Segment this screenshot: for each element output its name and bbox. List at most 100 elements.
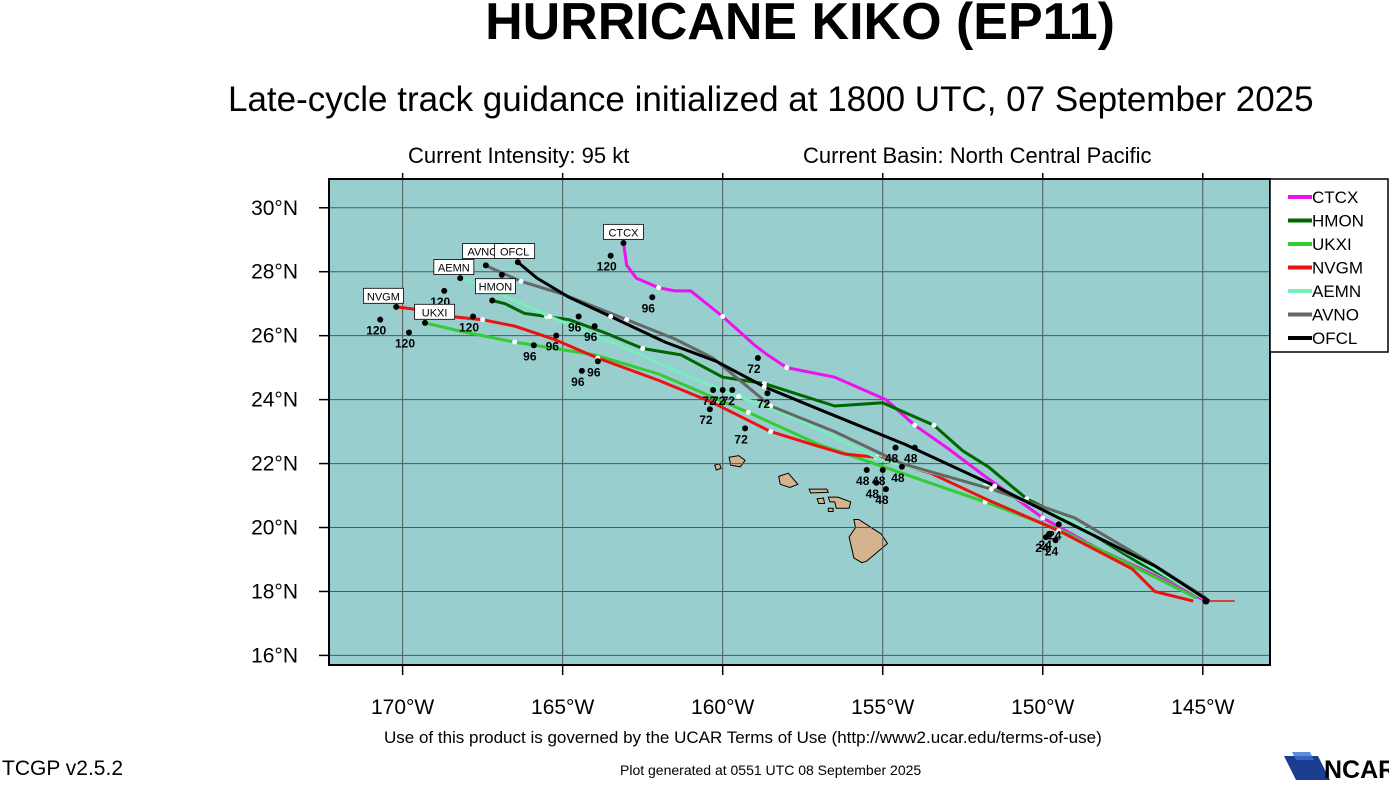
model-tag-box <box>414 303 456 320</box>
track-point <box>1040 515 1046 521</box>
tau-label: 72 <box>702 394 716 408</box>
track-end-point <box>620 239 627 246</box>
x-tick-label: 150°W <box>1011 696 1074 719</box>
tau-dot <box>607 252 614 259</box>
track-end-point <box>489 297 496 304</box>
tau-dot <box>1042 534 1049 541</box>
x-tick-label: 160°W <box>691 696 754 719</box>
axis-ticks: 170°W 165°W 160°W 155°W 150°W 145°W 16°N 18°N 20… <box>251 173 1235 719</box>
legend-label: AEMN <box>1312 282 1361 301</box>
track-point <box>720 313 726 319</box>
tau-label: 96 <box>584 330 598 344</box>
kahoolawe-island <box>827 507 834 512</box>
tau-dot <box>863 466 870 473</box>
generated-timestamp: Plot generated at 0551 UTC 08 September … <box>620 762 922 778</box>
tau-dot <box>892 444 899 451</box>
tau-dot <box>575 313 582 320</box>
tau-label: 48 <box>885 452 899 466</box>
tau-label: 48 <box>891 471 905 485</box>
current-basin: Current Basin: North Central Pacific <box>803 143 1152 168</box>
ncar-logo-text: NCAR <box>1324 756 1389 780</box>
tau-dot <box>706 406 713 413</box>
tau-dot <box>719 387 726 394</box>
track-point <box>784 365 790 371</box>
tau-label: 96 <box>642 301 656 315</box>
model-tag-label: UKXI <box>422 307 448 319</box>
tau-label: 24 <box>1048 528 1062 542</box>
legend-label: HMON <box>1312 212 1364 231</box>
track-point <box>736 393 742 399</box>
y-tick-label: 22°N <box>251 453 298 476</box>
lanai-island <box>816 497 826 504</box>
tau-dot <box>898 463 905 470</box>
y-tick-label: 24°N <box>251 389 298 412</box>
legend-label: OFCL <box>1312 329 1357 348</box>
track-point <box>518 278 524 284</box>
terms-of-use: Use of this product is governed by the U… <box>384 728 1102 747</box>
tau-dot <box>441 287 448 294</box>
ncar-logo: NCAR <box>1284 750 1389 784</box>
tau-label: 120 <box>459 320 479 334</box>
molokai-island <box>808 488 830 494</box>
model-tag-box <box>603 223 644 240</box>
oahu-island <box>778 472 799 489</box>
big-island <box>848 519 889 564</box>
tau-label: 72 <box>712 394 726 408</box>
track-point <box>989 486 995 492</box>
track-point <box>931 422 937 428</box>
ncar-logo-icon: NCAR <box>1284 752 1389 784</box>
y-tick-label: 26°N <box>251 325 298 348</box>
track-point <box>608 313 614 319</box>
tau-label: 96 <box>523 349 537 363</box>
y-tick-label: 30°N <box>251 197 298 220</box>
model-tracks <box>393 239 1235 605</box>
tau-dot <box>498 271 505 278</box>
maui-island <box>827 496 852 509</box>
legend-label: CTCX <box>1312 188 1358 207</box>
track-point <box>1056 528 1062 534</box>
tau-label: 120 <box>366 324 386 338</box>
tau-dot <box>578 367 585 374</box>
tau-dot <box>1052 537 1059 544</box>
model-tag-box <box>433 259 475 275</box>
tau-dot <box>729 387 736 394</box>
track-point <box>768 429 774 435</box>
track-point <box>768 403 774 409</box>
y-tick-label: 16°N <box>251 644 298 667</box>
legend-label: NVGM <box>1312 259 1363 278</box>
niihau-island <box>714 462 722 471</box>
tau-dot <box>742 425 749 432</box>
model-tag-ofcl: OFCL <box>494 243 536 259</box>
x-tick-label: 145°W <box>1171 696 1234 719</box>
tau-label: 24 <box>1045 544 1059 558</box>
track-point <box>480 317 486 323</box>
tau-dot <box>377 316 384 323</box>
map-gridlines <box>329 179 1270 665</box>
model-tag-aemn: AEMN <box>433 259 475 275</box>
model-tag-label: HMON <box>479 282 513 294</box>
legend-label: AVNO <box>1312 306 1359 325</box>
tau-label: 72 <box>722 394 736 408</box>
tau-label: 72 <box>747 362 761 376</box>
model-tag-label: AVNO <box>467 247 498 259</box>
tau-dot <box>873 479 880 486</box>
track-point <box>761 384 767 390</box>
model-tag-avno: AVNO <box>462 243 504 259</box>
tau-dot <box>764 390 771 397</box>
tau-dot <box>879 466 886 473</box>
legend-label: UKXI <box>1312 235 1352 254</box>
track-point <box>547 313 553 319</box>
track-end-point <box>457 275 464 282</box>
track-end-point <box>393 303 400 310</box>
model-tag-label: AEMN <box>438 263 470 275</box>
tau-dot <box>406 329 413 336</box>
track-end-point <box>422 319 429 326</box>
tau-label: 48 <box>856 474 870 488</box>
tau-label: 48 <box>904 452 918 466</box>
track-avno <box>485 263 1207 600</box>
x-tick-label: 170°W <box>371 696 434 719</box>
track-point <box>640 345 646 351</box>
tau-dot <box>470 313 477 320</box>
tau-label: 96 <box>568 320 582 334</box>
